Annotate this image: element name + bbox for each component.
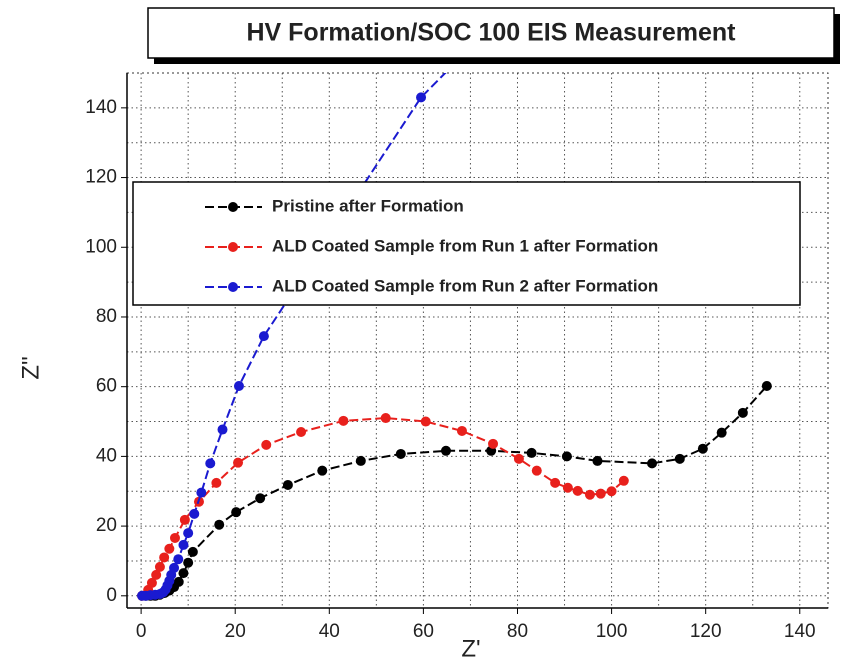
- data-point: [189, 508, 200, 519]
- data-point: [420, 416, 431, 427]
- x-tick-label: 80: [507, 621, 528, 642]
- data-point: [146, 577, 157, 588]
- data-point: [217, 424, 228, 435]
- data-point: [440, 445, 451, 456]
- title-box: [147, 7, 835, 59]
- grid: [127, 73, 828, 608]
- data-point: [169, 562, 180, 573]
- plot-frame: [126, 72, 829, 609]
- data-point: [513, 453, 524, 464]
- data-point: [233, 380, 244, 391]
- x-tick-label: 0: [136, 621, 147, 642]
- chart-title: HV Formation/SOC 100 EIS Measurement: [246, 19, 736, 47]
- data-point: [562, 482, 573, 493]
- data-point: [231, 507, 242, 518]
- data-point: [255, 493, 266, 504]
- data-point: [606, 486, 617, 497]
- data-point: [584, 489, 595, 500]
- data-point: [187, 546, 198, 557]
- data-point: [716, 427, 727, 438]
- data-point: [296, 426, 307, 437]
- data-point: [456, 425, 467, 436]
- legend-label: Pristine after Formation: [272, 196, 464, 215]
- data-point: [178, 568, 189, 579]
- data-point: [416, 92, 427, 103]
- data-point: [196, 487, 207, 498]
- data-point: [697, 443, 708, 454]
- data-point: [380, 413, 391, 424]
- data-point: [572, 485, 583, 496]
- x-axis-label: Z': [461, 635, 480, 662]
- data-point: [154, 561, 165, 572]
- data-point: [173, 554, 184, 565]
- y-tick-label: 20: [96, 515, 117, 536]
- data-point: [282, 479, 293, 490]
- data-point: [151, 569, 162, 580]
- data-point: [258, 331, 269, 342]
- y-tick-label: 100: [85, 236, 117, 257]
- data-point: [205, 458, 216, 469]
- x-tick-label: 120: [690, 621, 722, 642]
- data-point: [592, 455, 603, 466]
- y-tick-label: 140: [85, 97, 117, 118]
- series: [137, 73, 772, 601]
- data-point: [674, 453, 685, 464]
- data-point: [183, 528, 194, 539]
- legend-marker: [228, 282, 238, 292]
- data-point: [595, 488, 606, 499]
- data-point: [261, 439, 272, 450]
- data-point: [488, 438, 499, 449]
- data-point: [355, 455, 366, 466]
- legend-marker: [228, 242, 238, 252]
- data-point: [169, 532, 180, 543]
- data-point: [233, 457, 244, 468]
- legend-label: ALD Coated Sample from Run 1 after Forma…: [272, 236, 658, 255]
- legend: Pristine after Formation ALD Coated Sampl…: [205, 196, 658, 295]
- legend-marker: [228, 202, 238, 212]
- data-point: [531, 465, 542, 476]
- data-point: [647, 458, 658, 469]
- series-line: [141, 417, 625, 597]
- data-point: [761, 380, 772, 391]
- data-point: [164, 543, 175, 554]
- y-axis-label: Z": [17, 356, 44, 379]
- data-point: [526, 447, 537, 458]
- x-tick-label: 20: [225, 621, 246, 642]
- y-tick-label: 80: [96, 306, 117, 327]
- y-tick-label: 0: [106, 585, 117, 606]
- data-point: [550, 477, 561, 488]
- data-point: [317, 465, 328, 476]
- data-point: [737, 407, 748, 418]
- y-tick-label: 40: [96, 445, 117, 466]
- data-point: [214, 519, 225, 530]
- legend-label: ALD Coated Sample from Run 2 after Forma…: [272, 276, 658, 295]
- data-point: [159, 552, 170, 563]
- x-tick-label: 140: [784, 621, 816, 642]
- y-tick-label: 120: [85, 167, 117, 188]
- data-point: [183, 557, 194, 568]
- y-tick-label: 60: [96, 376, 117, 397]
- data-point: [618, 475, 629, 486]
- data-point: [179, 514, 190, 525]
- data-point: [173, 576, 184, 587]
- legend-box: [132, 181, 801, 306]
- data-point: [561, 451, 572, 462]
- x-tick-label: 100: [596, 621, 628, 642]
- x-tick-label: 40: [319, 621, 340, 642]
- data-point: [338, 415, 349, 426]
- data-point: [395, 448, 406, 459]
- data-point: [178, 539, 189, 550]
- x-tick-label: 60: [413, 621, 434, 642]
- data-point: [211, 477, 222, 488]
